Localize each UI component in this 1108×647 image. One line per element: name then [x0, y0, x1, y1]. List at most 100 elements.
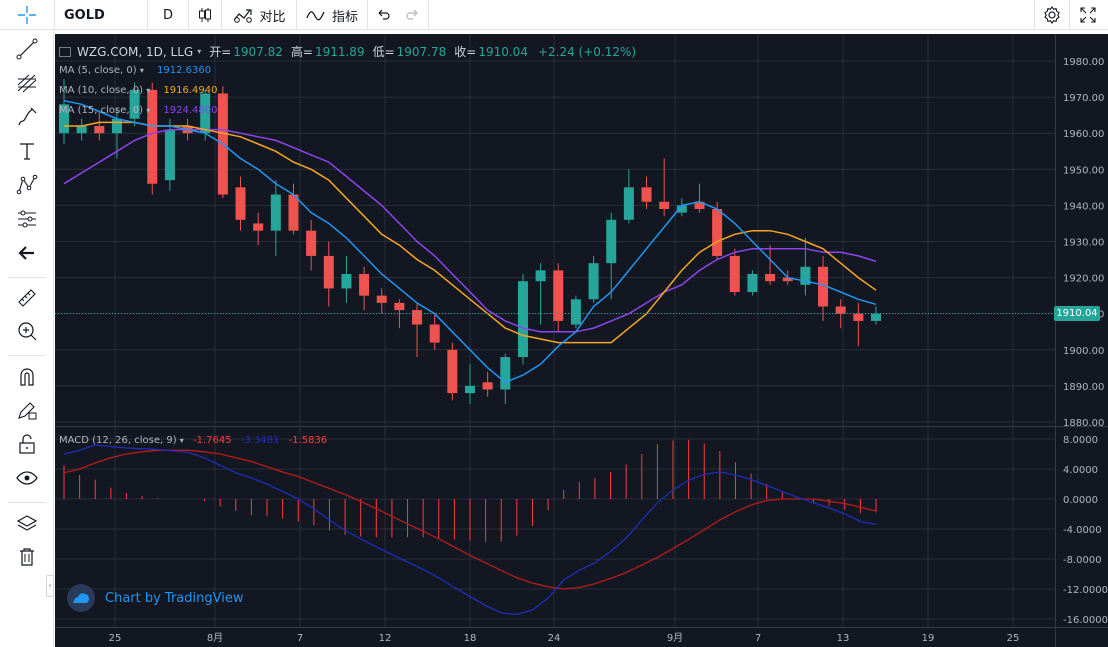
lock-drawings-button[interactable] — [9, 397, 45, 427]
zoom-in-tool[interactable] — [9, 318, 45, 348]
collapse-legend-icon[interactable] — [59, 46, 71, 57]
toolbar-divider — [367, 0, 368, 30]
settings-button[interactable] — [1035, 0, 1069, 30]
pitchfork-icon — [15, 71, 39, 99]
legend-menu-icon[interactable]: ▾ — [197, 47, 202, 56]
toolbar-divider — [1069, 0, 1070, 30]
candle-down — [818, 266, 829, 307]
ma5-legend[interactable]: MA (5, close, 0) ▾ 1912.6360 — [59, 65, 211, 76]
time-tick-label: 9月 — [667, 632, 683, 644]
candle-up — [800, 266, 811, 285]
legend-menu-icon[interactable]: ▾ — [179, 436, 184, 445]
candle-down — [376, 295, 387, 303]
time-tick-label: 8月 — [207, 632, 223, 644]
price-tick-label: 1900.00 — [1063, 346, 1104, 357]
candle-down — [712, 209, 723, 256]
macd-tick-label: 4.0000 — [1063, 465, 1098, 476]
trend-line-tool[interactable] — [9, 36, 45, 66]
interval-label: D — [162, 7, 173, 23]
drawing-toolbar — [0, 30, 54, 647]
legend-menu-icon[interactable]: ▾ — [139, 66, 144, 75]
symbol-search-button[interactable]: GOLD — [55, 0, 147, 30]
legend-menu-icon[interactable]: ▾ — [146, 86, 151, 95]
undo-button[interactable] — [368, 0, 398, 30]
brush-icon — [15, 105, 39, 133]
lock-all-button[interactable] — [9, 431, 45, 461]
ma5-value: 1912.6360 — [157, 65, 212, 76]
time-tick-label: 25 — [109, 633, 122, 644]
fullscreen-button[interactable] — [1070, 0, 1106, 30]
candle-down — [94, 125, 105, 134]
ma10-legend[interactable]: MA (10, close, 0) ▾ 1916.4940 — [59, 85, 217, 96]
macd-legend[interactable]: MACD (12, 26, close, 9) ▾ -1.7645 -3.348… — [59, 435, 327, 446]
candle-up — [129, 89, 140, 119]
trend-line-icon — [15, 37, 39, 65]
price-tick-label: 1920.00 — [1063, 274, 1104, 285]
crosshair-icon[interactable] — [0, 0, 54, 30]
object-tree-button[interactable] — [9, 511, 45, 541]
candle-up — [465, 385, 475, 394]
prediction-tool[interactable] — [9, 206, 45, 236]
candle-up — [341, 273, 352, 289]
toolbar-divider — [8, 277, 46, 278]
macd-signal-line — [63, 449, 877, 590]
ma15-label: MA (15, close, 0) — [59, 105, 144, 116]
hide-toolbar-button[interactable] — [9, 240, 45, 270]
gann-fib-tool[interactable] — [9, 70, 45, 100]
symbol-label: GOLD — [64, 7, 105, 23]
tradingview-watermark[interactable]: Chart by TradingView — [67, 584, 243, 612]
candle-down — [482, 382, 493, 390]
toolbar-divider — [54, 0, 55, 30]
chart-style-button[interactable] — [189, 0, 221, 30]
macd-tick-label: 8.0000 — [1063, 435, 1098, 446]
main-legend: WZG.COM, 1D, LLG ▾ 开= 1907.82 高= 1911.89… — [59, 43, 636, 60]
candle-down — [323, 255, 334, 289]
redo-button[interactable] — [398, 0, 428, 30]
arrow-left-icon — [15, 241, 39, 269]
hide-drawings-button[interactable] — [9, 465, 45, 495]
toolbar-collapse-handle[interactable]: ‹ — [46, 575, 54, 597]
magnet-tool[interactable] — [9, 364, 45, 394]
candle-down — [147, 89, 158, 184]
chart-area[interactable]: 1980.00 1970.00 1960.00 1950.00 1940.00 1930.… — [55, 34, 1108, 647]
redo-icon — [405, 7, 421, 23]
candle-up — [200, 93, 211, 134]
time-tick-label: 7 — [755, 633, 761, 644]
pattern-tool[interactable] — [9, 172, 45, 202]
tradingview-logo-icon — [67, 584, 95, 612]
text-tool[interactable] — [9, 138, 45, 168]
price-tick-label: 1930.00 — [1063, 238, 1104, 249]
top-toolbar: GOLD D 对比 指标 — [0, 0, 1108, 30]
zoom-in-icon — [15, 319, 39, 347]
interval-button[interactable]: D — [148, 0, 188, 30]
ma15-legend[interactable]: MA (15, close, 0) ▾ 1924.4800 — [59, 105, 217, 116]
toolbar-divider — [428, 0, 429, 30]
legend-menu-icon[interactable]: ▾ — [146, 106, 151, 115]
fullscreen-icon — [1079, 6, 1097, 24]
macd-tick-label: 0.0000 — [1063, 495, 1098, 506]
time-tick-label: 25 — [1007, 633, 1020, 644]
macd-label: MACD (12, 26, close, 9) — [59, 435, 177, 446]
indicators-button[interactable]: 指标 — [297, 0, 367, 30]
candle-down — [359, 273, 370, 296]
toolbar-divider — [1034, 0, 1035, 30]
brush-tool[interactable] — [9, 104, 45, 134]
toolbar-divider — [8, 355, 46, 356]
candle-up — [76, 125, 87, 134]
ma10-label: MA (10, close, 0) — [59, 85, 144, 96]
macd-line-value: -3.3481 — [240, 435, 280, 446]
macd-tick-label: -16.0000 — [1063, 615, 1108, 626]
chart-canvas[interactable]: 1980.00 1970.00 1960.00 1950.00 1940.00 1930.… — [55, 34, 1108, 647]
candle-down — [553, 270, 564, 321]
ma10-line — [64, 121, 877, 344]
low-value: 1907.78 — [396, 44, 447, 59]
ma15-line — [63, 128, 877, 333]
compare-button[interactable]: 对比 — [222, 0, 296, 30]
measure-tool[interactable] — [9, 285, 45, 315]
remove-drawings-button[interactable] — [9, 544, 45, 574]
low-label: 低= — [372, 45, 395, 59]
candle-down — [447, 349, 458, 394]
candle-down — [412, 310, 423, 325]
price-tick-label: 1890.00 — [1063, 382, 1104, 393]
high-label: 高= — [290, 45, 313, 59]
